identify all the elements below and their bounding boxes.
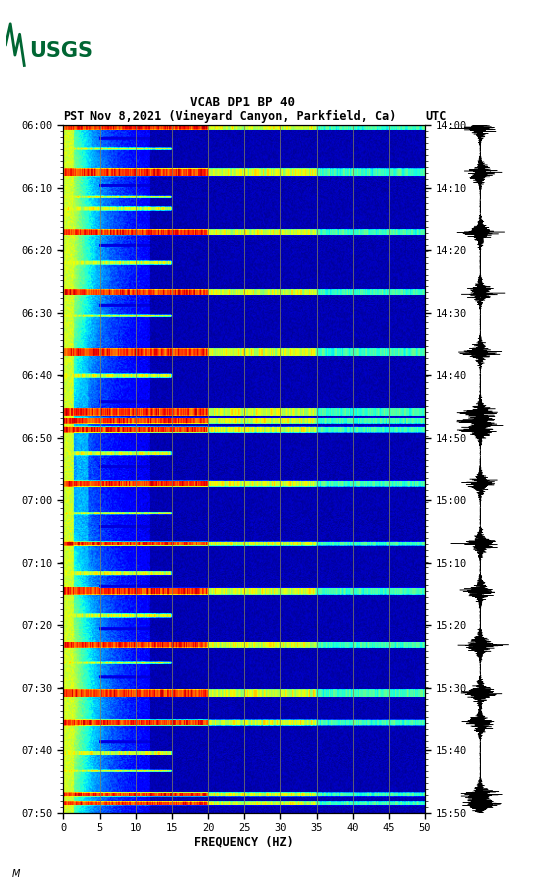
Text: PST: PST — [63, 110, 85, 123]
Text: USGS: USGS — [29, 41, 93, 61]
Text: Nov 8,2021 (Vineyard Canyon, Parkfield, Ca): Nov 8,2021 (Vineyard Canyon, Parkfield, … — [89, 110, 396, 123]
X-axis label: FREQUENCY (HZ): FREQUENCY (HZ) — [194, 836, 294, 849]
Text: VCAB DP1 BP 40: VCAB DP1 BP 40 — [190, 96, 295, 109]
Text: UTC: UTC — [425, 110, 447, 123]
Text: $M$: $M$ — [11, 867, 21, 879]
